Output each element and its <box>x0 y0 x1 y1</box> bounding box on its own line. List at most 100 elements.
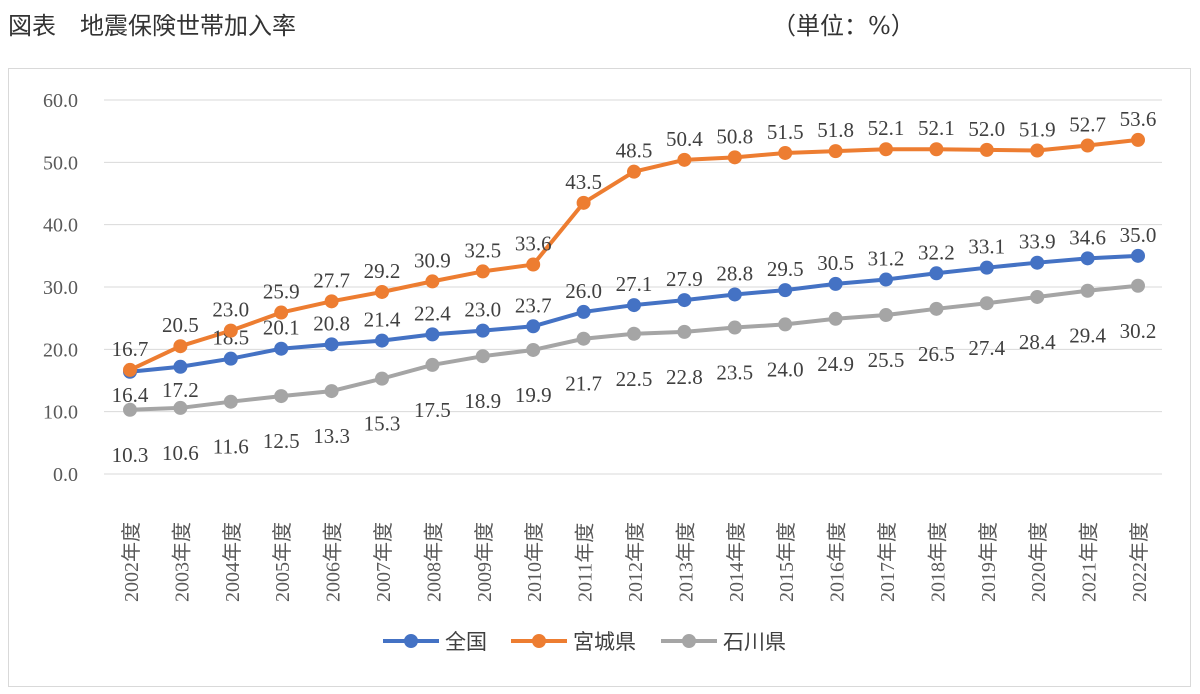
data-label: 51.8 <box>817 118 854 142</box>
legend-marker <box>682 634 696 648</box>
data-label: 29.5 <box>767 257 804 281</box>
x-tick-label: 2017年度 <box>876 522 899 602</box>
data-point <box>223 394 238 409</box>
data-point <box>1080 251 1095 266</box>
legend-label: 全国 <box>445 630 487 654</box>
data-label: 20.5 <box>162 313 199 337</box>
data-label: 23.5 <box>716 361 753 385</box>
data-label: 32.2 <box>918 240 955 264</box>
data-label: 28.8 <box>716 261 753 285</box>
data-point <box>1131 278 1145 293</box>
data-label: 12.5 <box>263 429 300 453</box>
legend-marker <box>532 634 546 648</box>
data-label: 52.1 <box>868 116 905 140</box>
data-point <box>173 400 188 415</box>
data-point <box>1030 255 1045 270</box>
data-point <box>879 272 893 287</box>
data-point <box>778 283 793 298</box>
data-point <box>475 323 490 338</box>
data-point <box>1030 143 1045 158</box>
data-point <box>677 324 692 339</box>
data-label: 17.2 <box>162 378 199 402</box>
data-label: 26.5 <box>918 342 955 366</box>
y-tick-label: 0.0 <box>53 464 78 486</box>
x-tick-label: 2015年度 <box>775 522 798 602</box>
data-point <box>677 293 692 308</box>
data-point <box>425 357 440 372</box>
x-tick-label: 2005年度 <box>271 522 294 602</box>
x-tick-label: 2009年度 <box>473 522 496 602</box>
data-point <box>425 274 440 289</box>
data-point <box>727 287 742 302</box>
data-point <box>274 341 289 356</box>
x-tick-label: 2018年度 <box>926 522 949 602</box>
x-tick-label: 2002年度 <box>120 522 143 602</box>
data-point <box>929 142 944 157</box>
data-label: 22.8 <box>666 365 703 389</box>
data-point <box>375 284 389 299</box>
data-point <box>526 257 541 272</box>
data-point <box>677 152 692 167</box>
data-label: 33.9 <box>1019 230 1056 254</box>
y-tick-label: 10.0 <box>43 402 78 424</box>
x-tick-label: 2014年度 <box>725 522 748 602</box>
data-point <box>123 402 137 417</box>
data-point <box>324 337 339 352</box>
data-point <box>526 342 541 357</box>
data-label: 17.5 <box>414 398 451 422</box>
data-point <box>375 333 389 348</box>
data-label: 52.0 <box>968 117 1005 141</box>
data-point <box>223 351 238 366</box>
data-point <box>828 276 843 291</box>
data-label: 28.4 <box>1019 330 1056 354</box>
data-point <box>375 371 389 386</box>
y-tick-label: 50.0 <box>43 152 78 174</box>
chart-title: 図表 地震保険世帯加入率 <box>8 12 296 40</box>
data-label: 35.0 <box>1120 223 1157 247</box>
data-label: 30.9 <box>414 248 451 272</box>
data-point <box>929 301 944 316</box>
data-point <box>627 326 641 341</box>
data-label: 30.5 <box>817 251 854 275</box>
data-label: 48.5 <box>616 139 653 163</box>
data-point <box>475 264 490 279</box>
data-label: 50.8 <box>716 124 753 148</box>
data-label: 21.7 <box>565 372 602 396</box>
data-label: 33.6 <box>515 232 552 256</box>
data-point <box>173 339 188 354</box>
data-label: 16.4 <box>112 383 149 407</box>
data-label: 29.4 <box>1069 324 1106 348</box>
data-label: 15.3 <box>364 412 401 436</box>
data-label: 23.0 <box>464 298 501 322</box>
data-label: 34.6 <box>1069 225 1106 249</box>
x-tick-label: 2007年度 <box>372 522 395 602</box>
x-tick-label: 2003年度 <box>170 522 193 602</box>
data-label: 19.9 <box>515 383 552 407</box>
data-label: 24.9 <box>817 352 854 376</box>
data-label: 27.7 <box>313 268 350 292</box>
data-label: 27.9 <box>666 267 703 291</box>
data-point <box>627 298 641 313</box>
x-tick-label: 2004年度 <box>221 522 244 602</box>
data-point <box>778 317 793 332</box>
data-label: 50.4 <box>666 127 703 151</box>
data-label: 51.5 <box>767 120 804 144</box>
data-point <box>1131 248 1145 263</box>
data-point <box>979 296 994 311</box>
data-point <box>929 266 944 281</box>
data-label: 53.6 <box>1120 107 1157 131</box>
data-label: 29.2 <box>364 259 401 283</box>
data-point <box>526 319 541 334</box>
x-tick-label: 2013年度 <box>674 522 697 602</box>
data-point <box>274 389 289 404</box>
x-tick-label: 2020年度 <box>1027 522 1050 602</box>
data-label: 31.2 <box>868 247 905 271</box>
x-tick-label: 2019年度 <box>977 522 1000 602</box>
data-label: 20.1 <box>263 316 300 340</box>
data-label: 10.3 <box>112 443 149 467</box>
data-point <box>173 359 188 374</box>
data-label: 30.2 <box>1120 319 1157 343</box>
data-label: 16.7 <box>112 337 149 361</box>
data-point <box>1131 132 1145 147</box>
data-point <box>123 362 137 377</box>
